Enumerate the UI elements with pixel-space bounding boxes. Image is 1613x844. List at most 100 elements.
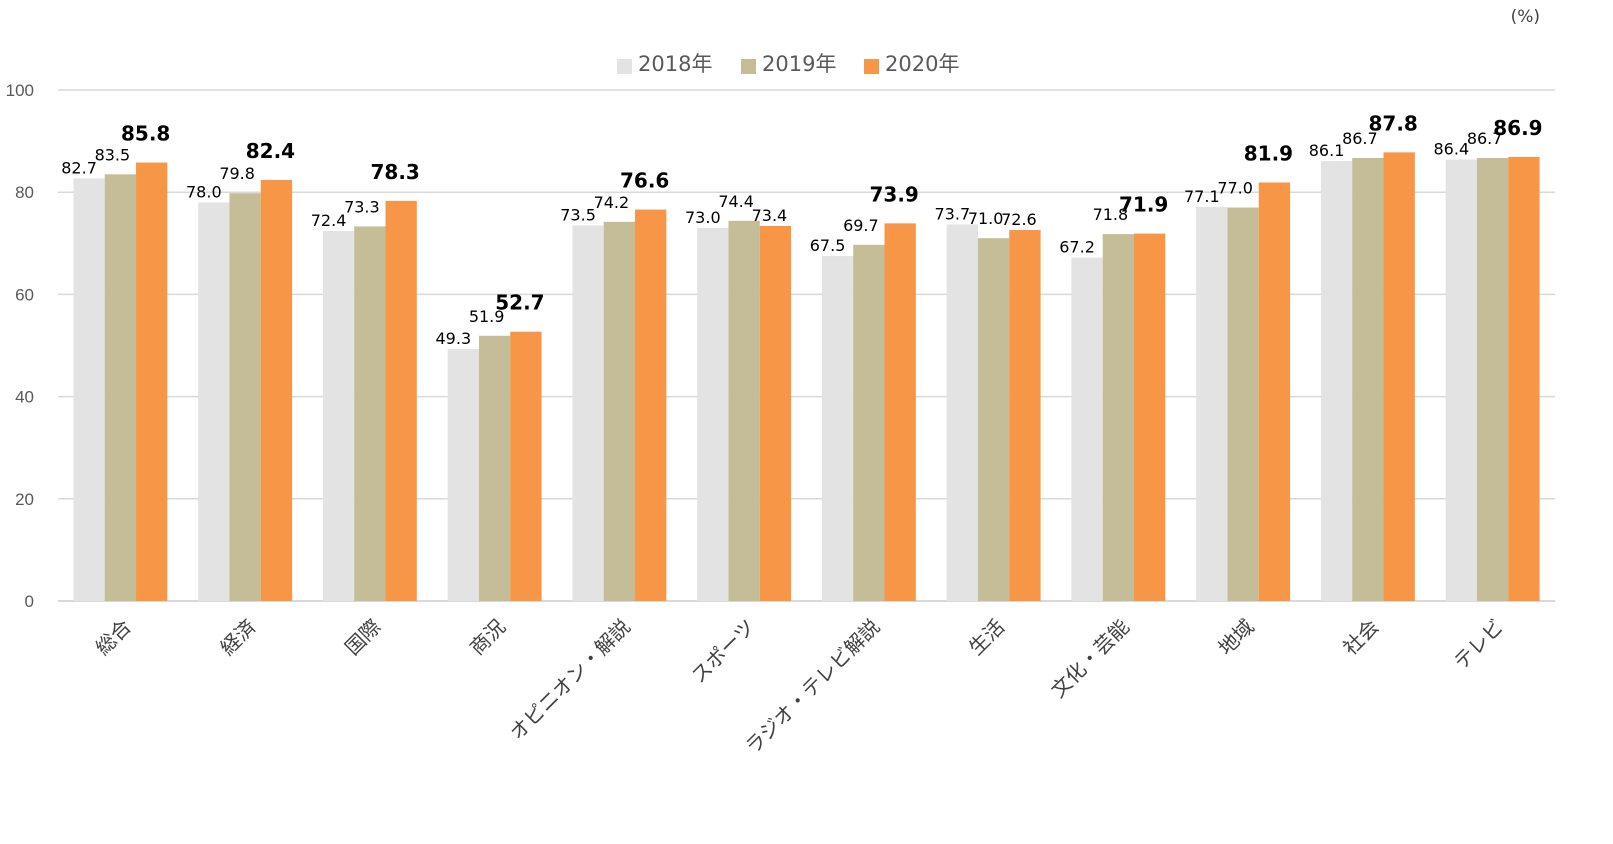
bar	[354, 226, 386, 601]
bar	[1383, 152, 1415, 602]
data-label: 72.4	[311, 211, 347, 230]
bar	[1071, 257, 1103, 601]
data-label: 71.8	[1093, 205, 1129, 224]
legend-item: 2018年	[617, 52, 712, 76]
bars	[73, 152, 1540, 602]
data-label: 86.1	[1309, 141, 1345, 160]
data-label: 67.2	[1059, 238, 1095, 257]
data-label: 78.0	[186, 182, 222, 201]
category-label: 総合	[91, 615, 136, 660]
data-label: 67.5	[810, 236, 846, 255]
data-label: 87.8	[1368, 111, 1417, 135]
bar	[510, 331, 542, 601]
y-tick-label: 100	[6, 81, 34, 100]
data-label: 79.8	[219, 164, 255, 183]
legend-swatch	[741, 59, 756, 74]
data-labels: 82.783.585.8 78.079.882.4 72.473.3 78.3 49.3…	[61, 111, 1542, 348]
y-axis-ticks: 0 20 40 60 80 100	[6, 81, 34, 611]
legend-label: 2018年	[638, 52, 712, 76]
data-label: 86.7	[1467, 129, 1503, 148]
legend-label: 2020年	[885, 52, 959, 76]
bar	[635, 209, 667, 601]
data-label: 74.4	[718, 192, 754, 211]
data-label: 78.3	[370, 160, 419, 184]
data-label: 86.4	[1434, 139, 1470, 158]
gridlines	[58, 89, 1555, 602]
y-tick-label: 80	[15, 183, 34, 202]
data-label: 82.7	[61, 158, 97, 177]
bar	[322, 231, 355, 601]
bar	[447, 349, 479, 601]
bar	[1320, 161, 1353, 602]
legend: 2018年 2019年 2020年	[617, 52, 959, 76]
y-tick-label: 40	[15, 388, 34, 407]
data-label: 86.7	[1342, 129, 1378, 148]
bar	[1227, 207, 1259, 601]
data-label: 73.7	[935, 204, 971, 223]
bar	[136, 162, 168, 601]
data-label: 85.8	[121, 122, 170, 146]
bar	[759, 225, 792, 601]
bar	[1134, 233, 1166, 601]
bar	[104, 174, 137, 601]
bar	[572, 225, 604, 602]
category-label: 生活	[964, 615, 1009, 660]
category-label: 商況	[465, 615, 510, 660]
data-label: 81.9	[1244, 141, 1293, 165]
legend-item: 2019年	[741, 52, 836, 76]
data-label: 71.9	[1119, 193, 1168, 217]
y-tick-label: 20	[15, 490, 34, 509]
bar	[946, 224, 978, 601]
bar	[1508, 156, 1540, 602]
bar	[229, 193, 261, 602]
category-label: ラジオ・テレビ解説	[740, 615, 884, 759]
data-label: 76.6	[620, 169, 669, 193]
category-label: オピニオン・解説	[505, 615, 635, 745]
category-label: 国際	[340, 615, 385, 660]
category-label: 地域	[1213, 615, 1258, 660]
bar	[73, 178, 105, 601]
category-label: テレビ	[1449, 615, 1508, 674]
data-label: 77.0	[1217, 179, 1253, 198]
bar	[1476, 157, 1509, 601]
bar	[603, 221, 636, 601]
data-label: 71.0	[968, 209, 1004, 228]
bar	[697, 227, 729, 601]
bar	[1352, 157, 1384, 601]
bar	[977, 238, 1010, 601]
data-label: 69.7	[843, 216, 879, 235]
bar	[884, 223, 916, 601]
bar	[821, 256, 854, 601]
data-label: 51.9	[469, 307, 505, 326]
bar	[728, 220, 760, 602]
data-label: 73.5	[560, 205, 596, 224]
y-tick-label: 0	[25, 592, 34, 611]
bar	[478, 335, 511, 601]
data-label: 73.3	[344, 197, 380, 216]
category-label: 文化・芸能	[1046, 615, 1134, 703]
category-label: スポーツ	[686, 615, 759, 688]
bar	[260, 179, 293, 601]
data-label: 86.9	[1493, 116, 1542, 140]
data-label: 83.5	[95, 145, 131, 164]
bar	[1009, 230, 1041, 601]
legend-swatch	[864, 59, 879, 74]
bar	[853, 244, 885, 601]
category-label: 社会	[1338, 615, 1383, 660]
bar	[1102, 234, 1135, 602]
bar	[1445, 159, 1477, 601]
data-label: 73.9	[869, 182, 918, 206]
data-label: 49.3	[436, 329, 472, 348]
bar	[1258, 182, 1291, 601]
bar	[198, 202, 230, 602]
data-label: 74.2	[594, 193, 630, 212]
unit-label: (%)	[1511, 7, 1540, 27]
data-label: 52.7	[495, 291, 544, 315]
y-tick-label: 60	[15, 285, 34, 304]
legend-item: 2020年	[864, 52, 959, 76]
legend-swatch	[617, 59, 632, 74]
data-label: 73.0	[685, 208, 721, 227]
bar	[385, 200, 417, 601]
category-label: 経済	[215, 615, 260, 660]
